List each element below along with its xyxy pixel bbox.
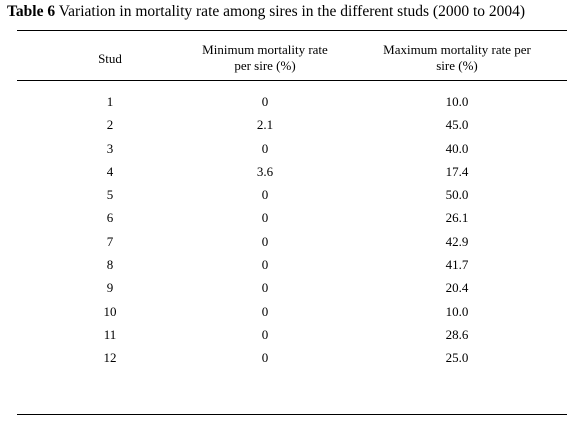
table-number-label: Table 6 (7, 3, 56, 20)
table-row: 8 0 41.7 (0, 257, 577, 280)
cell-stud: 6 (106, 210, 114, 226)
cell-max-mortality: 20.4 (445, 280, 469, 296)
cell-stud: 3 (106, 140, 114, 156)
bottom-rule (17, 414, 567, 415)
header-max-mortality: Maximum mortality rate per sire (%) (352, 42, 562, 74)
cell-max-mortality: 42.9 (445, 233, 469, 249)
cell-min-mortality: 3.6 (256, 163, 274, 179)
cell-stud: 4 (106, 163, 114, 179)
cell-max-mortality: 25.0 (445, 350, 469, 366)
cell-min-mortality: 2.1 (256, 117, 274, 133)
cell-stud: 11 (103, 326, 117, 342)
cell-min-mortality: 0 (261, 140, 269, 156)
cell-min-mortality: 0 (261, 257, 269, 273)
cell-max-mortality: 45.0 (445, 117, 469, 133)
cell-min-mortality: 0 (261, 210, 269, 226)
cell-min-mortality: 0 (261, 326, 269, 342)
header-max-line2: sire (%) (436, 58, 478, 73)
cell-min-mortality: 0 (261, 94, 269, 109)
cell-stud: 12 (103, 350, 117, 366)
table-row: 12 0 25.0 (0, 350, 577, 373)
header-rule (17, 80, 567, 81)
cell-min-mortality: 0 (261, 280, 269, 296)
cell-max-mortality: 50.0 (445, 187, 469, 203)
table-row: 6 0 26.1 (0, 210, 577, 233)
cell-max-mortality: 28.6 (445, 326, 469, 342)
table-row: 3 0 40.0 (0, 141, 577, 164)
cell-stud: 1 (106, 94, 114, 109)
table-caption-text: Variation in mortality rate among sires … (55, 3, 526, 20)
cell-max-mortality: 10.0 (445, 303, 469, 319)
table-title: Table 6 Variation in mortality rate amon… (7, 2, 525, 22)
cell-stud: 10 (103, 303, 117, 319)
table-body: 1 0 10.0 2 2.1 45.0 3 0 40.0 4 3.6 17.4 5 0 50.0 6 0 26.1… (0, 94, 577, 374)
table-row: 9 0 20.4 (0, 280, 577, 303)
header-stud: Stud (70, 51, 150, 67)
table-row: 11 0 28.6 (0, 327, 577, 350)
cell-stud: 8 (106, 257, 114, 273)
cell-stud: 2 (106, 117, 114, 133)
header-min-line2: per sire (%) (234, 58, 296, 73)
cell-max-mortality: 17.4 (445, 163, 469, 179)
cell-max-mortality: 26.1 (445, 210, 469, 226)
cell-min-mortality: 0 (261, 303, 269, 319)
table-row: 5 0 50.0 (0, 187, 577, 210)
cell-stud: 5 (106, 187, 114, 203)
top-rule (17, 30, 567, 31)
table-row: 10 0 10.0 (0, 304, 577, 327)
header-stud-label: Stud (98, 51, 122, 66)
cell-stud: 9 (106, 280, 114, 296)
cell-max-mortality: 41.7 (445, 257, 469, 273)
cell-min-mortality: 0 (261, 187, 269, 203)
table-row: 2 2.1 45.0 (0, 117, 577, 140)
header-max-line1: Maximum mortality rate per (383, 42, 531, 57)
header-min-line1: Minimum mortality rate (202, 42, 328, 57)
cell-min-mortality: 0 (261, 350, 269, 366)
cell-stud: 7 (106, 233, 114, 249)
table-row: 7 0 42.9 (0, 234, 577, 257)
cell-max-mortality: 10.0 (445, 94, 469, 109)
cell-min-mortality: 0 (261, 233, 269, 249)
table-row: 1 0 10.0 (0, 94, 577, 117)
header-min-mortality: Minimum mortality rate per sire (%) (180, 42, 350, 74)
cell-max-mortality: 40.0 (445, 140, 469, 156)
table-row: 4 3.6 17.4 (0, 164, 577, 187)
